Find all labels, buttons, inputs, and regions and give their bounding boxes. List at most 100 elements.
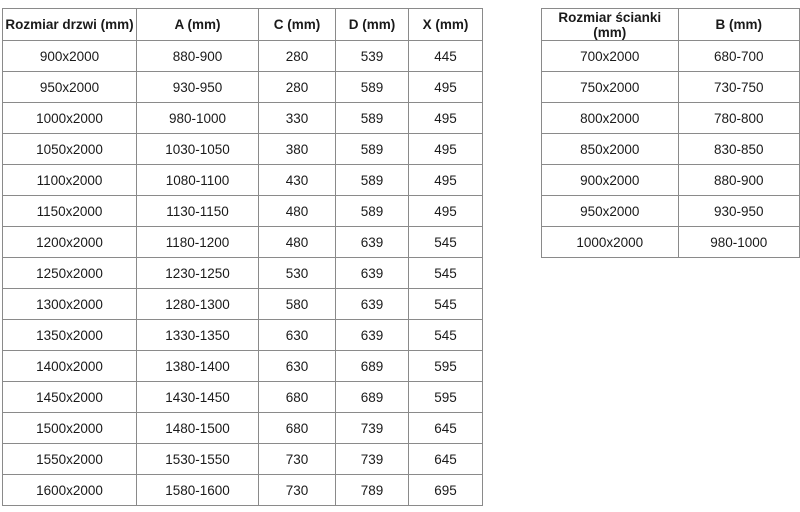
column-header: C (mm) — [258, 8, 336, 41]
table-cell: 1000x2000 — [541, 226, 679, 258]
table-cell: 689 — [335, 381, 409, 413]
table-cell: 680 — [258, 412, 336, 444]
table-cell: 930-950 — [136, 71, 259, 103]
table-cell: 595 — [408, 350, 483, 382]
table-cell: 789 — [335, 474, 409, 506]
table-row: 950x2000 930-950 280 589 495 — [2, 71, 483, 103]
table-cell: 589 — [335, 102, 409, 134]
table-row: 800x2000 780-800 — [541, 102, 800, 134]
table-cell: 1030-1050 — [136, 133, 259, 165]
table-cell: 1580-1600 — [136, 474, 259, 506]
table-row: 1450x2000 1430-1450 680 689 595 — [2, 381, 483, 413]
table-cell: 1380-1400 — [136, 350, 259, 382]
table-row: 850x2000 830-850 — [541, 133, 800, 165]
table-cell: 530 — [258, 257, 336, 289]
table-cell: 980-1000 — [136, 102, 259, 134]
table-cell: 280 — [258, 40, 336, 72]
table-row: 1350x2000 1330-1350 630 639 545 — [2, 319, 483, 351]
table-cell: 950x2000 — [2, 71, 137, 103]
table-cell: 695 — [408, 474, 483, 506]
table-cell: 680 — [258, 381, 336, 413]
table-row: 700x2000 680-700 — [541, 40, 800, 72]
table-cell: 780-800 — [677, 102, 800, 134]
table-cell: 639 — [335, 226, 409, 258]
table-cell: 1450x2000 — [2, 381, 137, 413]
table-cell: 930-950 — [677, 195, 800, 227]
table-cell: 800x2000 — [541, 102, 679, 134]
table-row: 1000x2000 980-1000 330 589 495 — [2, 102, 483, 134]
table-row: 900x2000 880-900 — [541, 164, 800, 196]
table-cell: 680-700 — [677, 40, 800, 72]
table-cell: 545 — [408, 226, 483, 258]
table-cell: 880-900 — [677, 164, 800, 196]
table-cell: 750x2000 — [541, 71, 679, 103]
column-header: A (mm) — [136, 8, 259, 41]
table-cell: 1430-1450 — [136, 381, 259, 413]
table-cell: 430 — [258, 164, 336, 196]
table-cell: 1200x2000 — [2, 226, 137, 258]
table-cell: 495 — [408, 102, 483, 134]
table-row: 750x2000 730-750 — [541, 71, 800, 103]
table-cell: 495 — [408, 133, 483, 165]
table-cell: 1100x2000 — [2, 164, 137, 196]
table-cell: 1330-1350 — [136, 319, 259, 351]
table-cell: 739 — [335, 443, 409, 475]
table-cell: 630 — [258, 319, 336, 351]
table-cell: 495 — [408, 71, 483, 103]
column-header: B (mm) — [677, 8, 800, 41]
table-cell: 980-1000 — [677, 226, 800, 258]
table-cell: 689 — [335, 350, 409, 382]
table-cell: 589 — [335, 195, 409, 227]
table-cell: 1000x2000 — [2, 102, 137, 134]
table-row: 900x2000 880-900 280 539 445 — [2, 40, 483, 72]
table-row: 1000x2000 980-1000 — [541, 226, 800, 258]
table-cell: 700x2000 — [541, 40, 679, 72]
table-row: 1050x2000 1030-1050 380 589 495 — [2, 133, 483, 165]
table-cell: 495 — [408, 195, 483, 227]
column-header: X (mm) — [408, 8, 483, 41]
table-cell: 495 — [408, 164, 483, 196]
column-header: Rozmiar drzwi (mm) — [2, 8, 137, 41]
table-cell: 645 — [408, 443, 483, 475]
table-cell: 900x2000 — [2, 40, 137, 72]
table-header-row: Rozmiar ścianki (mm) B (mm) — [541, 8, 800, 41]
table-row: 1600x2000 1580-1600 730 789 695 — [2, 474, 483, 506]
table-cell: 830-850 — [677, 133, 800, 165]
table-cell: 1350x2000 — [2, 319, 137, 351]
table-cell: 639 — [335, 319, 409, 351]
table-cell: 880-900 — [136, 40, 259, 72]
table-cell: 480 — [258, 195, 336, 227]
table-cell: 1530-1550 — [136, 443, 259, 475]
table-cell: 1250x2000 — [2, 257, 137, 289]
table-row: 1150x2000 1130-1150 480 589 495 — [2, 195, 483, 227]
table-row: 950x2000 930-950 — [541, 195, 800, 227]
table-cell: 589 — [335, 133, 409, 165]
table-cell: 589 — [335, 164, 409, 196]
table-cell: 630 — [258, 350, 336, 382]
wall-size-table: Rozmiar ścianki (mm) B (mm) 700x2000 680-7… — [541, 8, 800, 258]
table-cell: 1080-1100 — [136, 164, 259, 196]
table-cell: 539 — [335, 40, 409, 72]
table-cell: 730 — [258, 474, 336, 506]
table-row: 1400x2000 1380-1400 630 689 595 — [2, 350, 483, 382]
table-cell: 1050x2000 — [2, 133, 137, 165]
table-cell: 1280-1300 — [136, 288, 259, 320]
table-cell: 730-750 — [677, 71, 800, 103]
table-header-row: Rozmiar drzwi (mm) A (mm) C (mm) D (mm) X (m… — [2, 8, 483, 41]
table-cell: 639 — [335, 257, 409, 289]
table-cell: 730 — [258, 443, 336, 475]
table-cell: 1180-1200 — [136, 226, 259, 258]
table-cell: 589 — [335, 71, 409, 103]
table-cell: 380 — [258, 133, 336, 165]
table-cell: 1550x2000 — [2, 443, 137, 475]
column-header: D (mm) — [335, 8, 409, 41]
table-cell: 645 — [408, 412, 483, 444]
table-cell: 280 — [258, 71, 336, 103]
table-cell: 1480-1500 — [136, 412, 259, 444]
table-row: 1100x2000 1080-1100 430 589 495 — [2, 164, 483, 196]
door-size-table: Rozmiar drzwi (mm) A (mm) C (mm) D (mm) X (m… — [2, 8, 483, 506]
table-cell: 1130-1150 — [136, 195, 259, 227]
table-cell: 639 — [335, 288, 409, 320]
table-cell: 580 — [258, 288, 336, 320]
table-cell: 1230-1250 — [136, 257, 259, 289]
